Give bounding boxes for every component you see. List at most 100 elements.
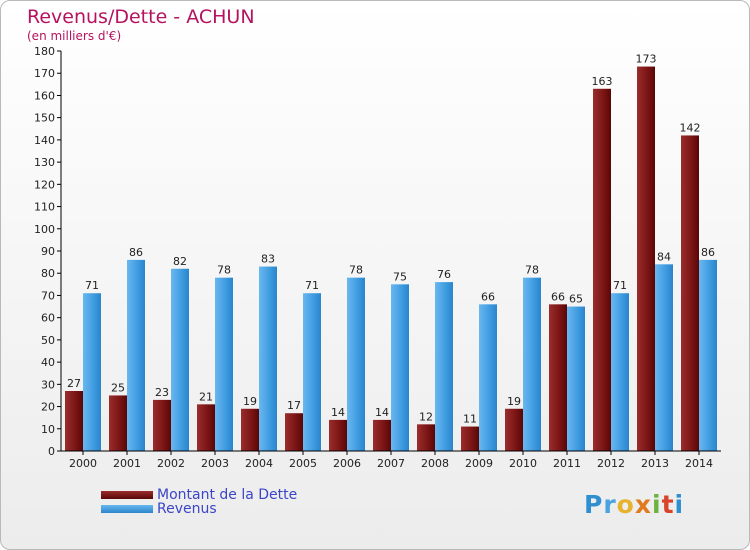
bar-revenue bbox=[523, 277, 541, 451]
legend-label-revenue: Revenus bbox=[157, 501, 217, 517]
data-label-debt: 14 bbox=[331, 406, 345, 419]
y-tick-label: 60 bbox=[41, 312, 55, 325]
data-label-revenue: 82 bbox=[173, 255, 187, 268]
data-label-debt: 173 bbox=[636, 53, 657, 66]
x-tick-label: 2006 bbox=[333, 457, 361, 470]
bar-debt bbox=[461, 426, 479, 451]
bar-revenue bbox=[83, 293, 101, 451]
bar-debt bbox=[505, 408, 523, 451]
y-tick-label: 140 bbox=[34, 134, 55, 147]
y-tick-label: 10 bbox=[41, 423, 55, 436]
bar-debt bbox=[637, 66, 655, 452]
chart-title: Revenus/Dette - ACHUN bbox=[27, 6, 255, 28]
data-label-revenue: 78 bbox=[217, 264, 231, 277]
bar-revenue bbox=[259, 266, 277, 451]
bar-revenue bbox=[479, 304, 497, 451]
data-label-debt: 17 bbox=[287, 399, 301, 412]
bar-debt bbox=[373, 419, 391, 451]
x-tick-label: 2011 bbox=[553, 457, 581, 470]
bar-revenue bbox=[215, 277, 233, 451]
bar-debt bbox=[153, 399, 171, 451]
y-tick-label: 180 bbox=[34, 45, 55, 58]
bar-debt bbox=[593, 88, 611, 452]
data-label-debt: 25 bbox=[111, 381, 125, 394]
bar-revenue bbox=[171, 268, 189, 451]
data-label-revenue: 71 bbox=[305, 279, 319, 292]
data-label-debt: 142 bbox=[680, 121, 701, 134]
chart-subtitle: (en milliers d'€) bbox=[27, 29, 122, 43]
x-tick-label: 2003 bbox=[201, 457, 229, 470]
legend-swatch-revenue bbox=[101, 505, 153, 513]
x-tick-label: 2007 bbox=[377, 457, 405, 470]
data-label-revenue: 86 bbox=[129, 246, 143, 259]
y-tick-label: 100 bbox=[34, 223, 55, 236]
data-label-revenue: 76 bbox=[437, 268, 451, 281]
x-tick-label: 2014 bbox=[685, 457, 713, 470]
bar-debt bbox=[65, 391, 83, 451]
bar-revenue bbox=[567, 306, 585, 451]
data-label-debt: 21 bbox=[199, 390, 213, 403]
y-tick-label: 120 bbox=[34, 178, 55, 191]
bar-debt bbox=[241, 408, 259, 451]
x-tick-label: 2008 bbox=[421, 457, 449, 470]
data-label-revenue: 86 bbox=[701, 246, 715, 259]
x-tick-label: 2010 bbox=[509, 457, 537, 470]
data-label-debt: 12 bbox=[419, 410, 433, 423]
data-label-revenue: 71 bbox=[85, 279, 99, 292]
y-tick-label: 90 bbox=[41, 245, 55, 258]
legend-label-debt: Montant de la Dette bbox=[157, 487, 298, 503]
bar-debt bbox=[549, 304, 567, 451]
y-tick-label: 110 bbox=[34, 201, 55, 214]
data-label-revenue: 75 bbox=[393, 270, 407, 283]
x-tick-label: 2001 bbox=[113, 457, 141, 470]
data-label-revenue: 78 bbox=[349, 264, 363, 277]
bar-revenue bbox=[347, 277, 365, 451]
y-tick-label: 0 bbox=[48, 445, 55, 458]
data-label-debt: 19 bbox=[243, 395, 257, 408]
y-tick-label: 50 bbox=[41, 334, 55, 347]
y-tick-label: 170 bbox=[34, 67, 55, 80]
data-label-debt: 14 bbox=[375, 406, 389, 419]
y-tick-label: 80 bbox=[41, 267, 55, 280]
y-tick-label: 40 bbox=[41, 356, 55, 369]
legend-swatch-debt bbox=[101, 491, 153, 499]
legend-item-debt: Montant de la Dette bbox=[101, 488, 297, 502]
data-label-debt: 27 bbox=[67, 377, 81, 390]
bar-debt bbox=[197, 404, 215, 451]
data-label-revenue: 83 bbox=[261, 253, 275, 266]
x-tick-label: 2012 bbox=[597, 457, 625, 470]
y-tick-label: 20 bbox=[41, 401, 55, 414]
bar-revenue bbox=[611, 293, 629, 451]
bar-revenue bbox=[391, 284, 409, 451]
legend-item-revenue: Revenus bbox=[101, 502, 297, 516]
bar-revenue bbox=[303, 293, 321, 451]
data-label-revenue: 65 bbox=[569, 293, 583, 306]
data-label-revenue: 71 bbox=[613, 279, 627, 292]
data-label-debt: 163 bbox=[592, 75, 613, 88]
bar-revenue bbox=[655, 264, 673, 451]
bar-revenue bbox=[127, 259, 145, 451]
y-tick-label: 160 bbox=[34, 89, 55, 102]
proxiti-logo: Proxiti bbox=[584, 490, 685, 519]
data-label-revenue: 66 bbox=[481, 290, 495, 303]
chart-legend: Montant de la Dette Revenus bbox=[101, 488, 297, 516]
y-tick-label: 30 bbox=[41, 378, 55, 391]
bar-revenue bbox=[699, 259, 717, 451]
x-tick-label: 2005 bbox=[289, 457, 317, 470]
data-label-revenue: 78 bbox=[525, 264, 539, 277]
data-label-debt: 66 bbox=[551, 290, 565, 303]
y-tick-label: 150 bbox=[34, 112, 55, 125]
data-label-debt: 23 bbox=[155, 386, 169, 399]
x-tick-label: 2009 bbox=[465, 457, 493, 470]
x-tick-label: 2000 bbox=[69, 457, 97, 470]
bar-debt bbox=[329, 419, 347, 451]
data-label-debt: 19 bbox=[507, 395, 521, 408]
bar-debt bbox=[681, 135, 699, 451]
x-tick-label: 2002 bbox=[157, 457, 185, 470]
bar-debt bbox=[109, 395, 127, 451]
x-tick-label: 2013 bbox=[641, 457, 669, 470]
data-label-revenue: 84 bbox=[657, 250, 671, 263]
data-label-debt: 11 bbox=[463, 413, 477, 426]
